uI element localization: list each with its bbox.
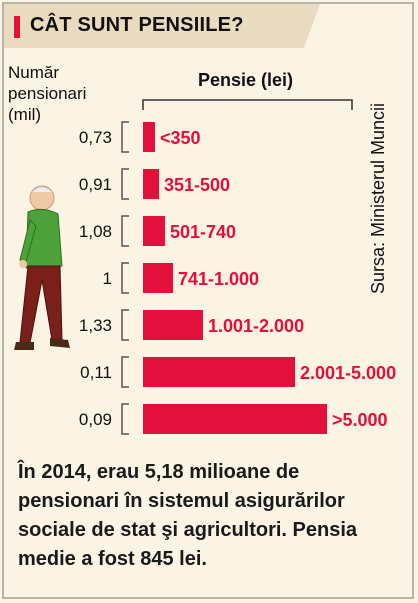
bar-category-label: 741-1.000 <box>178 269 259 289</box>
y-axis-label: Număr pensionari (mil) <box>8 62 86 125</box>
x-axis-label: Pensie (lei) <box>198 70 294 90</box>
row-bracket <box>121 309 129 341</box>
elderly-man-walking-icon <box>14 185 70 350</box>
bar-category-label: 1.001-2.000 <box>208 316 304 336</box>
row-bracket <box>121 215 129 247</box>
y-axis-label-line-1: Număr <box>8 63 60 82</box>
x-axis-bracket <box>142 99 353 110</box>
row-bracket <box>121 356 129 388</box>
bar <box>143 216 165 246</box>
pensioners-label: 1 <box>103 269 112 288</box>
bar <box>143 310 203 340</box>
y-axis-label-line-3: (mil) <box>8 105 42 124</box>
bar-category-label: >5.000 <box>332 410 388 430</box>
row-bracket <box>121 168 129 200</box>
pensioners-label: 0,91 <box>79 175 112 194</box>
chart-title: CÂT SUNT PENSIILE? <box>30 14 244 36</box>
footer-note: În 2014, erau 5,18 milioane de pensionar… <box>18 461 358 570</box>
row-bracket <box>121 121 129 153</box>
infographic-frame <box>2 2 414 599</box>
row-bracket <box>121 403 129 435</box>
bar <box>143 122 155 152</box>
bar-category-label: 501-740 <box>170 222 236 242</box>
title-marker <box>14 16 20 38</box>
pensioners-label: 0,73 <box>79 128 112 147</box>
bar-category-label: 2.001-5.000 <box>300 363 396 383</box>
bar-category-label: <350 <box>160 128 201 148</box>
pensioners-label: 1,33 <box>79 316 112 335</box>
row-bracket <box>121 262 129 294</box>
bar <box>143 357 295 387</box>
bar-category-label: 351-500 <box>164 175 230 195</box>
pensioners-label: 0,09 <box>79 410 112 429</box>
bar <box>143 263 173 293</box>
y-axis-label-line-2: pensionari <box>8 84 87 103</box>
bar <box>143 169 159 199</box>
pensioners-label: 0,11 <box>80 363 112 382</box>
pensioners-label: 1,08 <box>79 222 112 241</box>
bar <box>143 404 327 434</box>
title-band: CÂT SUNT PENSIILE? <box>4 4 320 48</box>
